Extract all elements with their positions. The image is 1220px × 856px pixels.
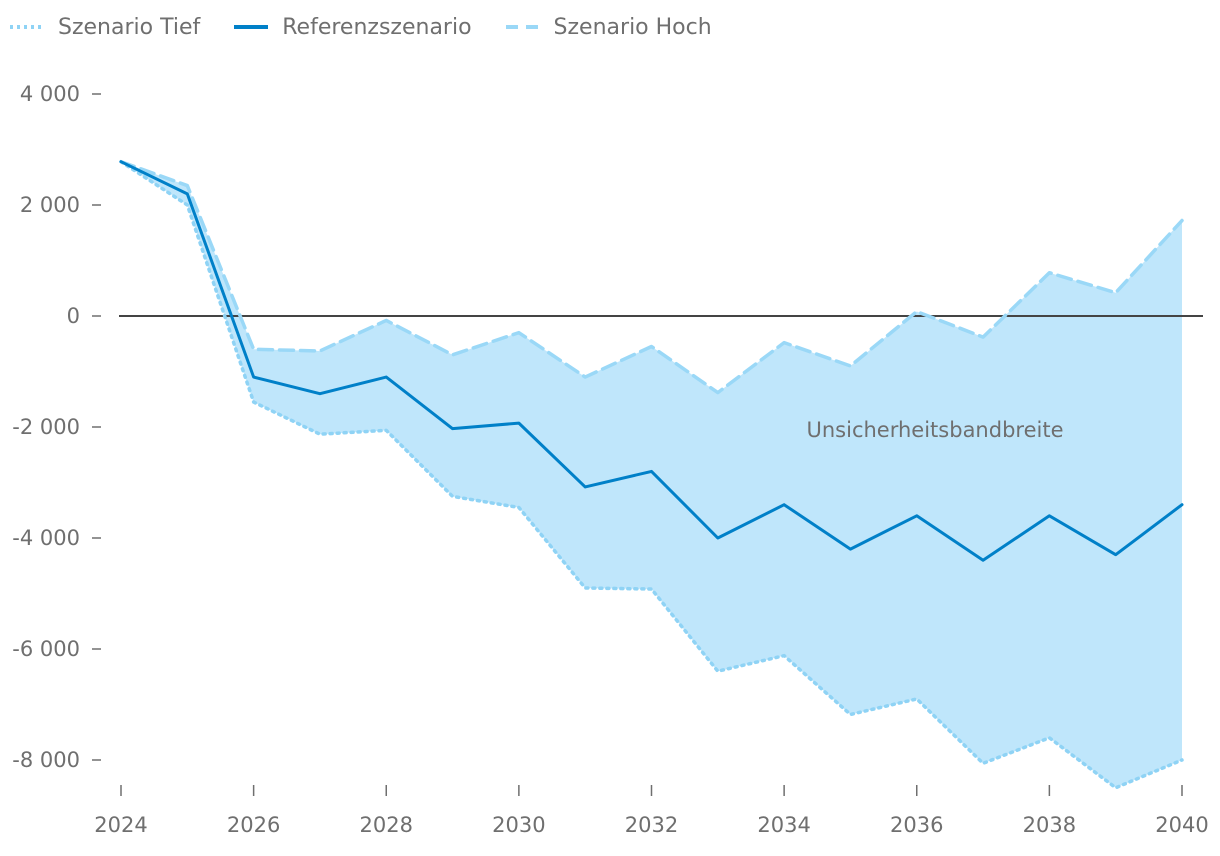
uncertainty-band-layer [121, 161, 1182, 788]
y-tick-label: -4 000 [12, 526, 80, 550]
legend-item: Referenzszenario [234, 14, 472, 40]
y-tick-label: -2 000 [12, 415, 80, 439]
x-tick-label: 2024 [94, 813, 147, 837]
chart-legend: Szenario Tief Referenzszenario Szenario Ho… [10, 12, 746, 42]
x-tick-label: 2034 [757, 813, 810, 837]
series-line-szenario-tief [119, 159, 1184, 790]
uncertainty-band [121, 161, 1182, 788]
series-line-referenzszenario [119, 160, 1184, 562]
x-tick-label: 2038 [1023, 813, 1076, 837]
y-tick-label: 4 000 [20, 82, 80, 106]
y-tick-label: 2 000 [20, 193, 80, 217]
series-line-szenario-hoch [119, 159, 1184, 395]
x-tick-label: 2036 [890, 813, 943, 837]
y-tick-label: -8 000 [12, 748, 80, 772]
annotation-layer: Unsicherheitsbandbreite [807, 418, 1064, 442]
legend-label: Referenzszenario [282, 14, 472, 40]
x-tick-label: 2028 [360, 813, 413, 837]
legend-label: Szenario Hoch [553, 14, 712, 40]
axes: 4 000 2 000 0 -2 000 -4 000 -6 000 -8 000 2024 2… [12, 82, 1208, 837]
band-annotation: Unsicherheitsbandbreite [807, 418, 1064, 442]
legend-swatch [505, 25, 540, 29]
y-tick-label: 0 [67, 304, 80, 328]
series-layer [119, 159, 1184, 790]
x-tick-label: 2032 [625, 813, 678, 837]
x-tick-label: 2030 [492, 813, 545, 837]
legend-swatch [10, 25, 44, 29]
legend-swatch [234, 25, 269, 29]
legend-item: Szenario Hoch [505, 14, 712, 40]
legend-label: Szenario Tief [58, 14, 201, 40]
x-tick-label: 2040 [1155, 813, 1208, 837]
y-tick-label: -6 000 [12, 637, 80, 661]
legend-item: Szenario Tief [10, 15, 200, 40]
x-tick-label: 2026 [227, 813, 280, 837]
